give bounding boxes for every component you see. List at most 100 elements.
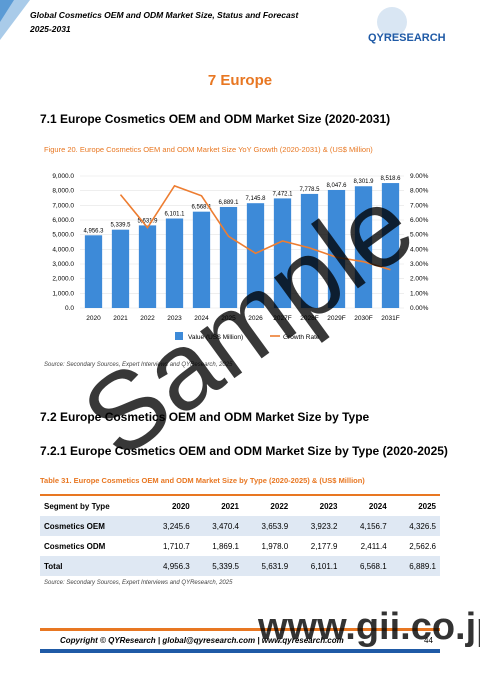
legend-label: Value (US$ Million) bbox=[188, 334, 243, 341]
y2-tick-label: 2.00% bbox=[410, 276, 429, 283]
figure-caption: Figure 20. Europe Cosmetics OEM and ODM … bbox=[44, 145, 373, 154]
x-tick-label: 2028F bbox=[300, 315, 318, 322]
logo-globe bbox=[377, 7, 407, 37]
table-cell: 6,568.1 bbox=[359, 561, 387, 571]
value-label: 5,631.9 bbox=[137, 218, 158, 224]
x-tick-label: 2023 bbox=[167, 315, 182, 322]
header-cell: Segment by Type bbox=[44, 501, 110, 511]
header-decor bbox=[0, 0, 14, 22]
footer-rule bbox=[40, 649, 440, 653]
value-label: 7,778.5 bbox=[299, 187, 320, 193]
table-cell: Cosmetics ODM bbox=[44, 541, 106, 551]
table-cell: 1,869.1 bbox=[212, 541, 239, 551]
watermark-site: www.gii.co.jp bbox=[258, 606, 480, 648]
bar bbox=[246, 203, 265, 308]
table-caption: Table 31. Europe Cosmetics OEM and ODM M… bbox=[40, 476, 365, 485]
y2-tick-label: 8.00% bbox=[410, 188, 429, 195]
data-table: Segment by Type 2020 2021 2022 2023 2024 2025 C… bbox=[40, 494, 440, 576]
header-cell: 2025 bbox=[418, 501, 436, 511]
table-cell: 1,710.7 bbox=[163, 541, 190, 551]
bar bbox=[111, 229, 130, 308]
section-title: 7 Europe bbox=[207, 72, 273, 89]
table-cell: Cosmetics OEM bbox=[44, 521, 105, 531]
header-cell: 2020 bbox=[171, 501, 190, 511]
bar bbox=[219, 206, 238, 308]
y2-tick-label: 4.00% bbox=[410, 246, 429, 253]
value-label: 4,956.3 bbox=[83, 228, 104, 234]
legend-label: Growth Rate bbox=[283, 334, 320, 341]
y2-tick-label: 5.00% bbox=[410, 232, 429, 239]
header-cell: 2022 bbox=[270, 501, 289, 511]
bar bbox=[165, 218, 184, 308]
bar bbox=[327, 189, 346, 308]
y2-tick-label: 0.00% bbox=[410, 305, 429, 312]
table-cell: 1,978.0 bbox=[261, 541, 289, 551]
y-tick-label: 3,000.0 bbox=[52, 261, 74, 268]
x-tick-label: 2029F bbox=[327, 315, 345, 322]
x-tick-label: 2026 bbox=[248, 315, 263, 322]
y-tick-label: 8,000.0 bbox=[52, 188, 74, 195]
legend-swatch bbox=[175, 332, 183, 340]
value-label: 5,339.5 bbox=[110, 223, 131, 229]
x-tick-label: 2020 bbox=[86, 315, 101, 322]
logo: QYRESEARCH bbox=[368, 32, 446, 44]
table-cell: 2,411.4 bbox=[360, 541, 387, 551]
y2-tick-label: 9.00% bbox=[410, 173, 429, 180]
subsection-title: 7.1 Europe Cosmetics OEM and ODM Market … bbox=[40, 112, 391, 126]
y-tick-label: 5,000.0 bbox=[52, 232, 74, 239]
source: Source: Secondary Sources, Expert Interv… bbox=[44, 362, 233, 368]
table-cell: 4,956.3 bbox=[163, 561, 190, 571]
y2-tick-label: 3.00% bbox=[410, 261, 429, 268]
y-tick-label: 0.0 bbox=[65, 305, 74, 312]
x-tick-label: 2030F bbox=[354, 315, 372, 322]
bar bbox=[84, 235, 103, 308]
bar bbox=[273, 198, 292, 308]
header-cell: 2023 bbox=[319, 501, 338, 511]
table-row: Total 4,956.3 5,339.5 5,631.9 6,101.1 6,568.1… bbox=[40, 556, 440, 576]
table-row: Cosmetics ODM 1,710.7 1,869.1 1,978.0 2,177.… bbox=[40, 536, 440, 556]
y-tick-label: 6,000.0 bbox=[52, 217, 74, 224]
table-cell: 4,156.7 bbox=[359, 521, 387, 531]
x-tick-label: 2021 bbox=[113, 315, 128, 322]
header-cell: 2021 bbox=[221, 501, 239, 511]
y-tick-label: 2,000.0 bbox=[52, 276, 74, 283]
table-cell: 3,923.2 bbox=[310, 521, 338, 531]
table-cell: 3,245.6 bbox=[163, 521, 190, 531]
subsection-title: 7.2 Europe Cosmetics OEM and ODM Market … bbox=[40, 410, 370, 424]
line bbox=[119, 184, 391, 271]
value-label: 6,568.1 bbox=[191, 205, 212, 211]
table-cell: Total bbox=[44, 561, 63, 571]
header-title: Global Cosmetics OEM and ODM Market Size… bbox=[30, 10, 299, 34]
table-cell: 6,101.1 bbox=[310, 561, 338, 571]
header-cell: 2024 bbox=[368, 501, 387, 511]
source: Source: Secondary Sources, Expert Interv… bbox=[44, 580, 233, 586]
bar bbox=[138, 225, 157, 308]
table-cell: 5,631.9 bbox=[261, 561, 289, 571]
value-label: 8,301.9 bbox=[353, 179, 374, 185]
bar bbox=[381, 183, 400, 308]
x-tick-label: 2025 bbox=[221, 315, 236, 322]
bar bbox=[300, 193, 319, 308]
x-tick-label: 2022 bbox=[140, 315, 155, 322]
value-label: 6,101.1 bbox=[164, 212, 185, 218]
value-label: 6,889.1 bbox=[218, 200, 239, 206]
page-number: 44 bbox=[424, 636, 433, 645]
x-tick-label: 2027F bbox=[273, 315, 291, 322]
y-tick-label: 9,000.0 bbox=[52, 173, 74, 180]
table-cell: 3,470.4 bbox=[212, 521, 239, 531]
footer-text: Copyright © QYResearch | global@qyresear… bbox=[60, 636, 344, 645]
x-tick-label: 2031F bbox=[381, 315, 399, 322]
bar bbox=[354, 186, 373, 308]
y2-tick-label: 1.00% bbox=[410, 290, 429, 297]
table-cell: 6,889.1 bbox=[409, 561, 436, 571]
y2-tick-label: 6.00% bbox=[410, 217, 429, 224]
table-row: Cosmetics OEM 3,245.6 3,470.4 3,653.9 3,923.… bbox=[40, 516, 440, 536]
y2-tick-label: 7.00% bbox=[410, 202, 429, 209]
y-tick-label: 7,000.0 bbox=[52, 202, 74, 209]
table-cell: 2,177.9 bbox=[310, 541, 338, 551]
table-cell: 4,326.5 bbox=[409, 521, 436, 531]
value-label: 7,472.1 bbox=[272, 191, 293, 197]
value-label: 7,145.8 bbox=[245, 196, 266, 202]
